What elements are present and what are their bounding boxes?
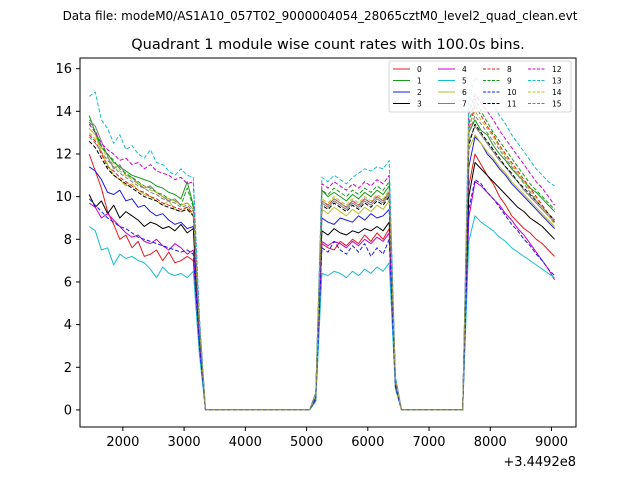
series-line-4 [88, 181, 556, 411]
legend-label-7: 7 [462, 100, 467, 109]
legend-label-11: 11 [507, 100, 517, 109]
y-tick-label: 14 [55, 105, 72, 120]
legend-label-3: 3 [417, 100, 422, 109]
legend-label-13: 13 [552, 77, 562, 86]
legend-label-8: 8 [507, 65, 512, 74]
x-axis-ticks: 2000 3000 4000 5000 6000 7000 8000 9000 [106, 427, 568, 450]
x-axis-offset-label: +3.4492e8 [503, 455, 576, 470]
series-line-15 [88, 115, 555, 411]
x-tick-label: 6000 [351, 435, 384, 450]
y-axis-ticks: 0 2 4 6 8 10 12 14 16 [55, 62, 80, 418]
x-tick-label: 5000 [290, 435, 323, 450]
chart-title: Quadrant 1 module wise count rates with … [131, 37, 525, 53]
y-tick-label: 8 [64, 233, 72, 248]
y-tick-label: 16 [55, 62, 72, 77]
legend-label-1: 1 [417, 77, 422, 86]
legend-frame [388, 60, 572, 113]
y-tick-label: 12 [55, 147, 72, 162]
legend-label-5: 5 [462, 77, 467, 86]
y-tick-label: 6 [64, 275, 72, 290]
x-tick-label: 9000 [535, 435, 568, 450]
plot-area: 2000 3000 4000 5000 6000 7000 8000 9000 0246810… [55, 57, 577, 470]
x-tick-label: 4000 [229, 435, 262, 450]
plot-frame [80, 58, 576, 427]
series-line-14 [88, 110, 556, 411]
x-tick-label: 8000 [474, 435, 507, 450]
y-tick-label: 4 [64, 318, 72, 333]
legend-label-9: 9 [507, 77, 512, 86]
series-line-5 [88, 215, 555, 411]
legend-label-14: 14 [552, 88, 562, 97]
x-tick-label: 2000 [106, 435, 139, 450]
y-tick-label: 2 [64, 361, 72, 376]
axes-border [79, 57, 577, 428]
x-tick-label: 7000 [412, 435, 445, 450]
legend-label-10: 10 [507, 88, 517, 97]
legend-label-0: 0 [417, 65, 422, 74]
y-tick-label: 10 [55, 190, 72, 205]
legend-label-12: 12 [552, 65, 562, 74]
legend-label-15: 15 [552, 100, 562, 109]
series-line-10 [88, 179, 555, 411]
x-tick-label: 3000 [168, 435, 201, 450]
figure-suptitle: Data file: modeM0/AS1A10_057T02_90000040… [63, 9, 578, 23]
legend-label-6: 6 [462, 88, 467, 97]
legend-label-4: 4 [462, 65, 467, 74]
legend-label-2: 2 [417, 88, 422, 97]
series-line-3 [88, 162, 555, 411]
y-tick-label: 0 [64, 403, 72, 418]
